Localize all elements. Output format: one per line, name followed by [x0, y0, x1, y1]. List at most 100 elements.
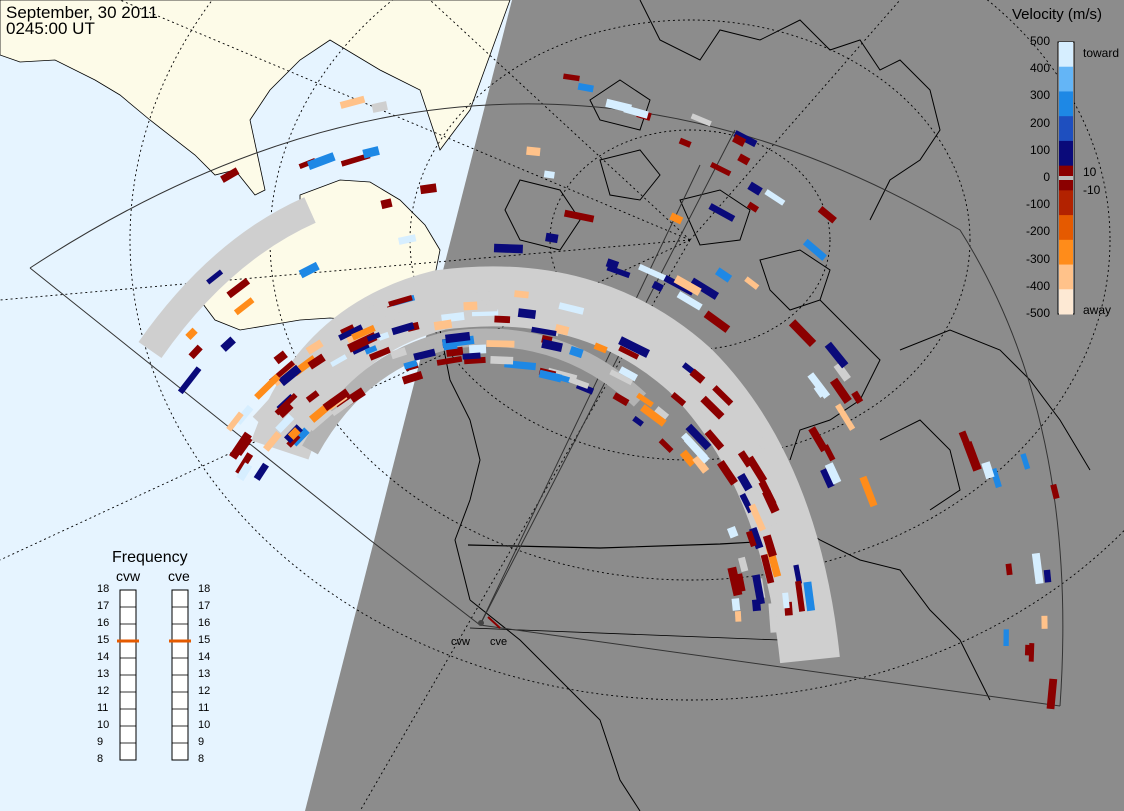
velocity-cell: [235, 435, 253, 457]
velocity-tick-label: -500: [1025, 306, 1050, 320]
velocity-cell: [569, 345, 584, 359]
velocity-cell: [609, 369, 634, 386]
velocity-cell: [744, 276, 760, 290]
velocity-cell: [663, 275, 695, 296]
frequency-tick-label: 14: [198, 651, 211, 663]
velocity-cell: [685, 423, 712, 451]
away-label: away: [1083, 303, 1112, 317]
radar-site-label-cve: cve: [490, 636, 508, 648]
velocity-cell: [1041, 615, 1048, 629]
velocity-cell: [737, 472, 753, 492]
frequency-tick-label: 18: [198, 583, 211, 595]
velocity-cell: [669, 212, 684, 225]
velocity-cell: [401, 371, 424, 385]
frequency-tick-label: 16: [97, 617, 110, 629]
velocity-cell: [638, 264, 670, 283]
velocity-cell: [545, 232, 559, 244]
velocity-cell: [397, 234, 417, 245]
velocity-cell: [380, 198, 393, 210]
velocity-cell: [1031, 552, 1044, 585]
colorbar-segment: [1059, 42, 1073, 68]
velocity-tick-label: -100: [1025, 197, 1050, 212]
velocity-cell: [514, 290, 529, 299]
velocity-cell: [391, 322, 415, 336]
velocity-cell: [795, 580, 806, 612]
colorbar-segment: [1059, 66, 1073, 92]
frequency-tick-label: 15: [198, 634, 211, 646]
velocity-cell: [752, 574, 765, 605]
velocity-cell: [612, 392, 630, 407]
velocity-cell: [652, 406, 670, 422]
velocity-cell: [859, 475, 878, 508]
velocity-cell: [330, 354, 348, 368]
velocity-cell: [368, 300, 390, 313]
velocity-cell: [351, 324, 376, 341]
velocity-tick-label: 0: [1043, 170, 1050, 184]
frequency-tick-label: 11: [97, 702, 109, 714]
velocity-tick-label: 100: [1029, 142, 1050, 157]
velocity-cell: [188, 344, 203, 360]
velocity-tick-label: 400: [1029, 61, 1050, 76]
velocity-cell: [273, 350, 288, 365]
velocity-cell: [689, 368, 706, 384]
colorbar-zero-band: [1059, 176, 1073, 180]
velocity-cell: [177, 366, 202, 395]
velocity-cell: [760, 554, 775, 584]
velocity-cell: [808, 426, 828, 453]
colorbar-segment: [1059, 116, 1073, 142]
velocity-cell: [368, 346, 391, 361]
velocity-title: Velocity (m/s): [1012, 6, 1103, 23]
velocity-cell: [563, 209, 595, 223]
velocity-cell: [605, 258, 620, 271]
velocity-cell: [793, 564, 803, 585]
frequency-tick-label: 10: [198, 719, 211, 731]
velocity-cell: [829, 377, 852, 404]
frequency-tick-label: 11: [198, 702, 210, 714]
colorbar-segment: [1059, 289, 1073, 315]
velocity-cell: [703, 310, 731, 333]
velocity-cell: [1003, 629, 1009, 646]
velocity-cell: [1043, 569, 1052, 583]
radar-velocity-cells: [177, 73, 1060, 710]
colorbar-segment: [1059, 140, 1073, 167]
velocity-cell: [593, 342, 608, 354]
velocity-cell: [788, 319, 817, 348]
velocity-tick-label: 200: [1029, 115, 1050, 130]
frequency-tick-label: 10: [97, 719, 110, 731]
frequency-radar-cve: cve: [168, 568, 190, 584]
velocity-cell: [305, 339, 324, 355]
velocity-cell: [538, 369, 563, 383]
time-label: 0245:00 UT: [6, 19, 95, 38]
velocity-cell: [721, 432, 734, 447]
velocity-cell: [577, 82, 594, 93]
velocity-cell: [689, 277, 720, 300]
radar-site-marker: [487, 616, 501, 629]
frequency-tick-label: 12: [198, 685, 211, 697]
velocity-cell: [390, 347, 408, 360]
date-label: September, 30 2011: [6, 3, 158, 22]
velocity-cell: [732, 134, 747, 147]
velocity-cell: [486, 340, 515, 348]
frequency-tick-label: 14: [97, 651, 110, 663]
velocity-cell: [362, 146, 380, 159]
velocity-cell: [220, 167, 240, 183]
velocity-cell: [305, 390, 320, 403]
velocity-cell: [679, 449, 697, 467]
frequency-tick-label: 18: [97, 583, 110, 595]
velocity-cell: [714, 267, 733, 283]
velocity-cell: [554, 324, 570, 336]
velocity-cell: [364, 345, 378, 355]
colorbar-segment: [1059, 264, 1073, 290]
velocity-cell: [727, 566, 743, 597]
velocity-cell: [824, 341, 849, 369]
velocity-cell: [383, 309, 409, 323]
border-line: [469, 627, 781, 641]
velocity-cell: [745, 530, 757, 548]
velocity-cell: [746, 201, 760, 213]
velocity-cell: [676, 291, 703, 311]
velocity-cell: [747, 181, 763, 196]
velocity-cell: [981, 461, 995, 480]
velocity-cell: [769, 523, 783, 544]
velocity-cell: [632, 415, 644, 427]
velocity-cell: [712, 385, 734, 407]
